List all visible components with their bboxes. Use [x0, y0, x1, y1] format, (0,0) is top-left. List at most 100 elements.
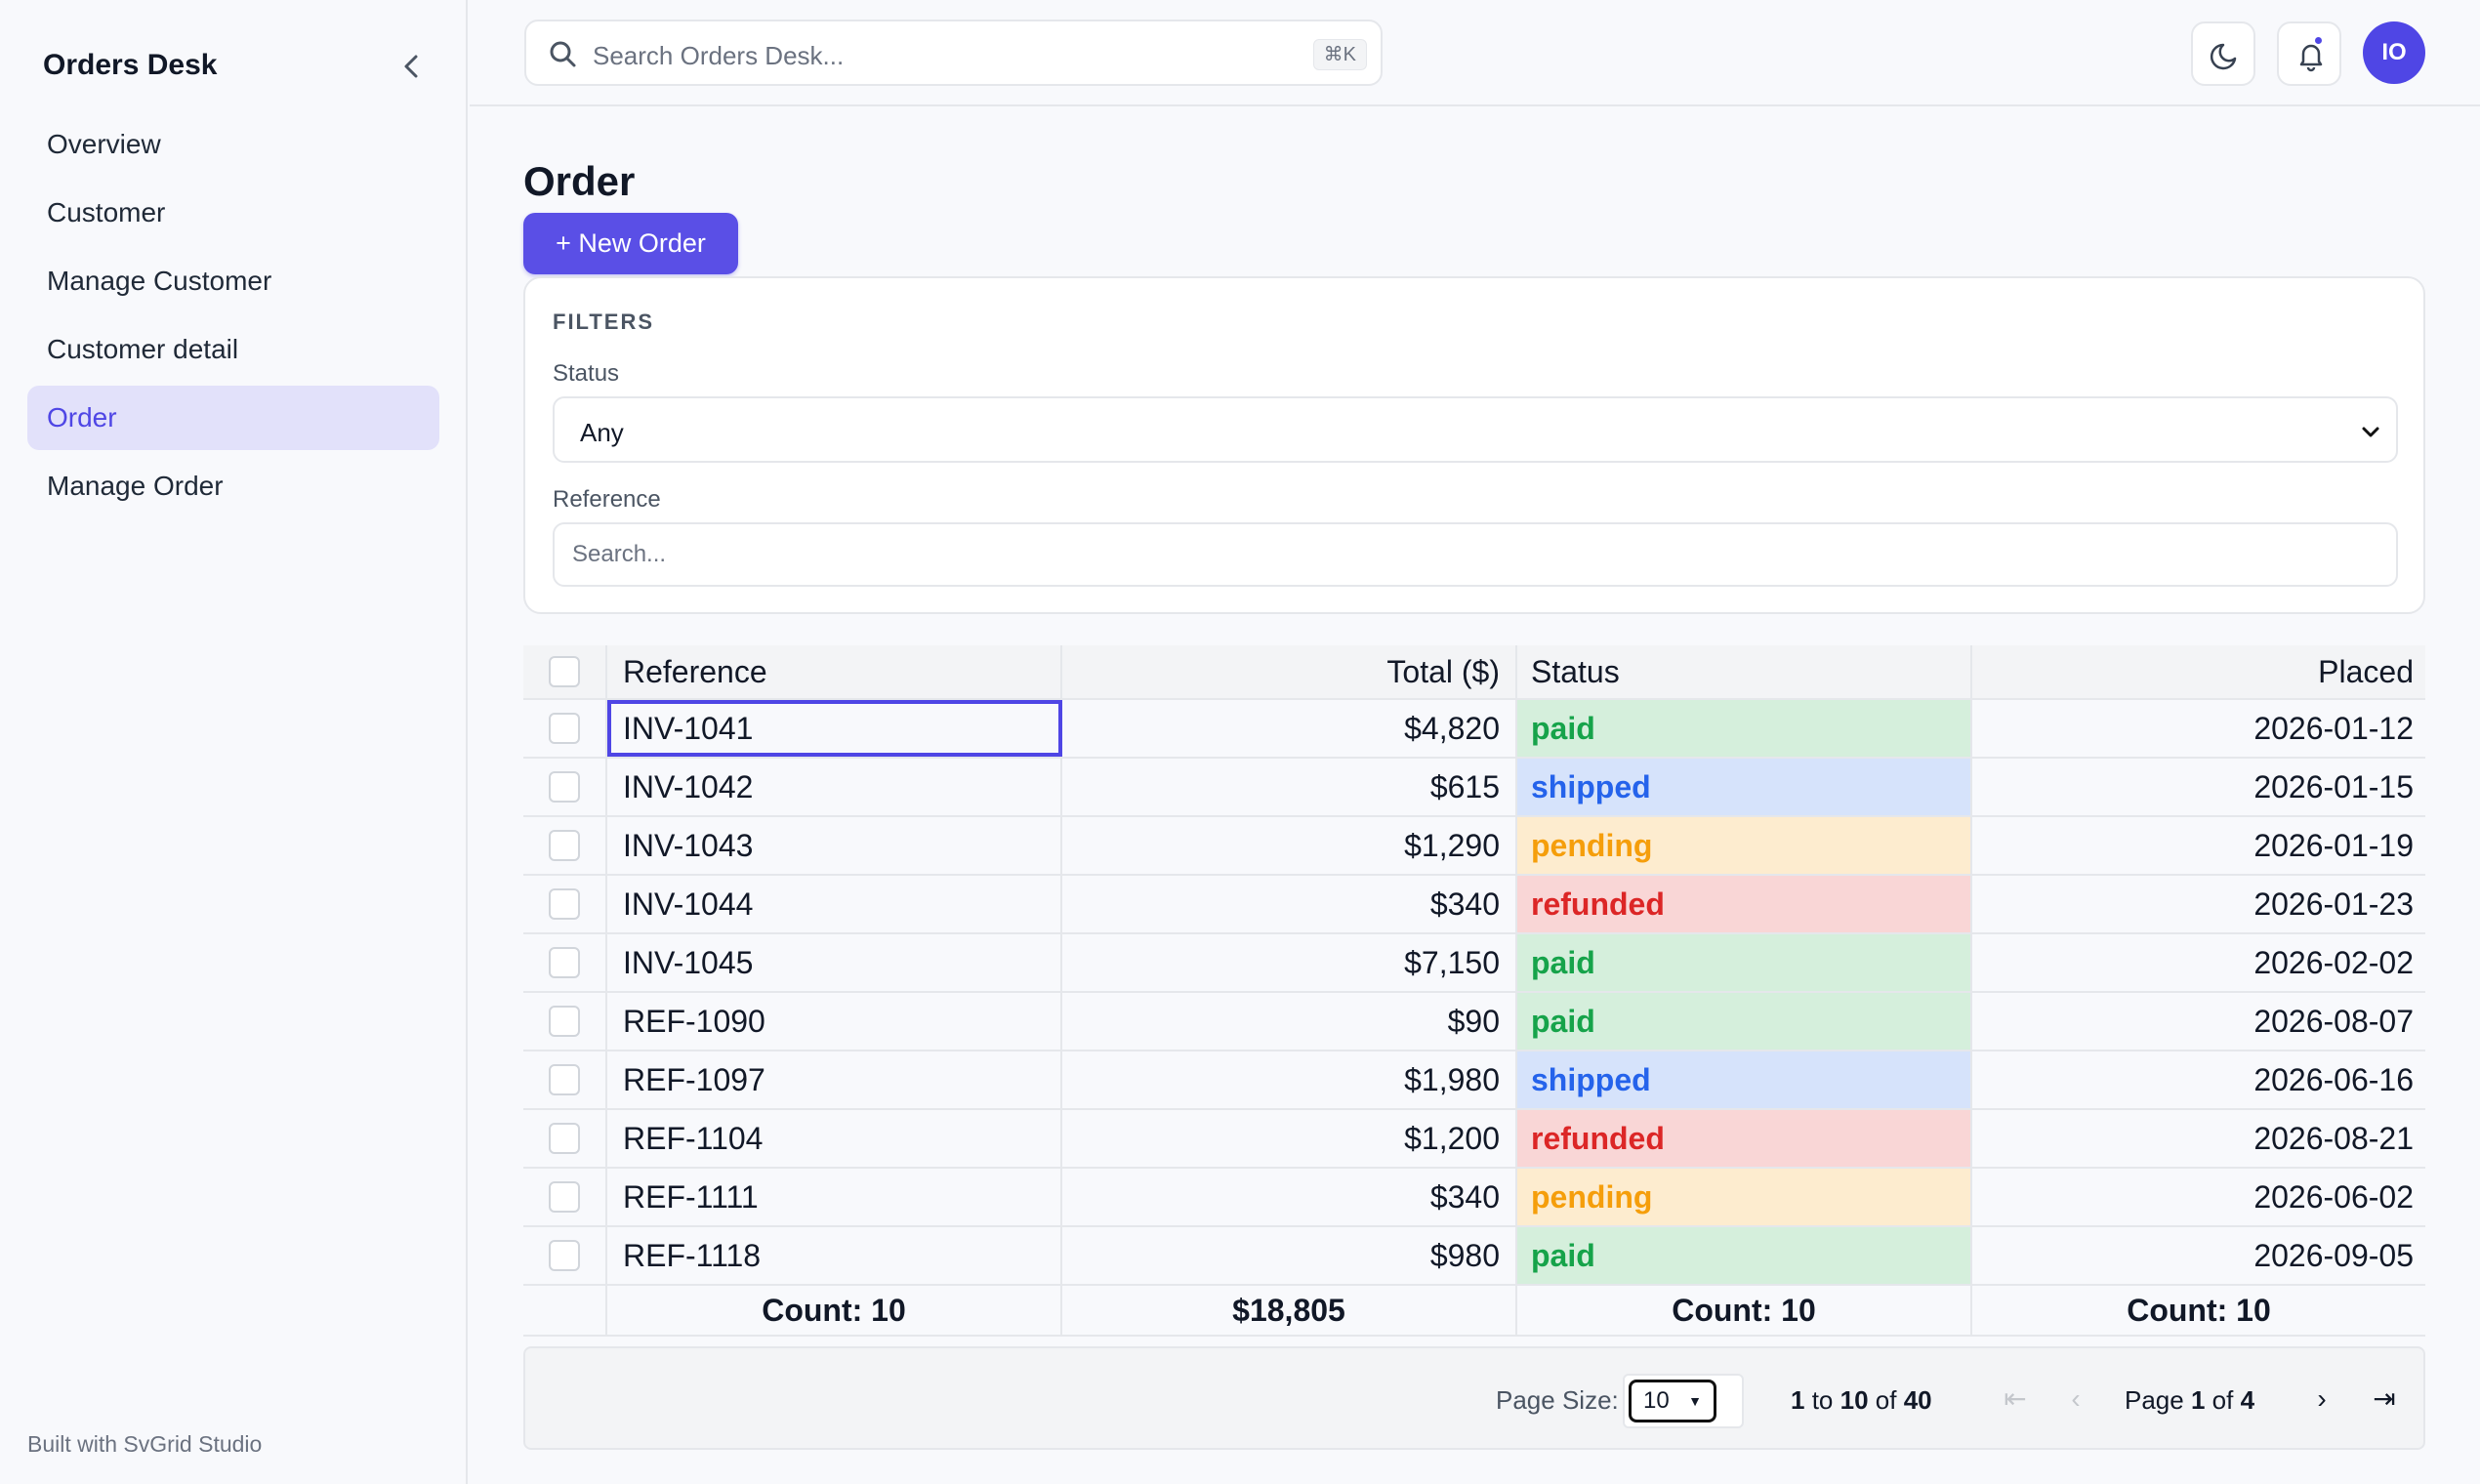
- row-checkbox-cell[interactable]: [523, 934, 607, 991]
- reference-cell[interactable]: INV-1042: [607, 759, 1062, 815]
- last-page-icon[interactable]: ⇥: [2373, 1383, 2396, 1414]
- status-cell[interactable]: pending: [1517, 817, 1972, 874]
- reference-filter-input[interactable]: [553, 522, 2398, 587]
- new-order-button[interactable]: + New Order: [523, 213, 738, 274]
- sidebar-item-order[interactable]: Order: [27, 386, 439, 450]
- placed-cell[interactable]: 2026-01-15: [2253, 768, 2414, 804]
- status-filter-select[interactable]: Any: [553, 396, 2398, 463]
- total-cell[interactable]: $4,820: [1062, 700, 1517, 757]
- reference-cell[interactable]: INV-1043: [607, 817, 1062, 874]
- total-cell[interactable]: $1,980: [1062, 1051, 1517, 1108]
- placed-cell[interactable]: 2026-06-02: [2253, 1178, 2414, 1215]
- status-cell[interactable]: paid: [1517, 934, 1972, 991]
- placed-cell[interactable]: 2026-08-07: [2253, 1003, 2414, 1039]
- sidebar-item-manage-order[interactable]: Manage Order: [47, 471, 224, 501]
- status-cell[interactable]: shipped: [1517, 1051, 1972, 1108]
- row-checkbox[interactable]: [549, 1064, 580, 1095]
- previous-page-icon[interactable]: ‹: [2071, 1383, 2081, 1414]
- row-checkbox[interactable]: [549, 713, 580, 744]
- row-checkbox[interactable]: [549, 1006, 580, 1037]
- sidebar-item-customer-detail[interactable]: Customer detail: [47, 334, 239, 364]
- sidebar-item-manage-customer[interactable]: Manage Customer: [47, 266, 272, 296]
- next-page-icon[interactable]: ›: [2317, 1383, 2327, 1414]
- status-cell[interactable]: paid: [1517, 1227, 1972, 1284]
- status-cell[interactable]: pending: [1517, 1169, 1972, 1225]
- row-checkbox-cell[interactable]: [523, 876, 607, 932]
- shortcut-badge: ⌘K: [1312, 39, 1367, 70]
- filters-panel: FILTERS Status Any Reference: [523, 276, 2425, 614]
- reference-cell[interactable]: REF-1118: [607, 1227, 1062, 1284]
- placed-cell[interactable]: 2026-09-05: [2253, 1237, 2414, 1273]
- row-checkbox-cell[interactable]: [523, 993, 607, 1050]
- page-size-select[interactable]: 10 ▼: [1629, 1380, 1716, 1422]
- reference-cell[interactable]: REF-1097: [607, 1051, 1062, 1108]
- row-checkbox[interactable]: [549, 947, 580, 978]
- total-cell[interactable]: $90: [1062, 993, 1517, 1050]
- theme-toggle-button[interactable]: [2191, 21, 2255, 86]
- row-checkbox[interactable]: [549, 771, 580, 803]
- row-checkbox[interactable]: [549, 1123, 580, 1154]
- first-page-icon[interactable]: ⇤: [2004, 1383, 2027, 1414]
- collapse-sidebar-button[interactable]: [396, 49, 428, 84]
- column-header-total[interactable]: Total ($): [1062, 645, 1517, 698]
- reference-cell[interactable]: REF-1111: [607, 1169, 1062, 1225]
- column-header-reference[interactable]: Reference: [607, 645, 1062, 698]
- row-checkbox[interactable]: [549, 1240, 580, 1271]
- total-cell[interactable]: $615: [1062, 759, 1517, 815]
- total-cell[interactable]: $1,290: [1062, 817, 1517, 874]
- column-header-status[interactable]: Status: [1517, 645, 1972, 698]
- avatar[interactable]: IO: [2363, 21, 2425, 84]
- row-checkbox[interactable]: [549, 1181, 580, 1213]
- table-row[interactable]: REF-1104 $1,200 refunded 2026-08-21: [523, 1110, 2425, 1169]
- table-row[interactable]: INV-1041 $4,820 paid 2026-01-12: [523, 700, 2425, 759]
- column-header-placed[interactable]: Placed: [2318, 653, 2414, 689]
- table-row[interactable]: REF-1118 $980 paid 2026-09-05: [523, 1227, 2425, 1286]
- select-all-checkbox[interactable]: [549, 656, 580, 687]
- sidebar-item-customer[interactable]: Customer: [47, 197, 166, 227]
- total-cell[interactable]: $340: [1062, 876, 1517, 932]
- reference-cell[interactable]: REF-1090: [607, 993, 1062, 1050]
- reference-cell[interactable]: INV-1041: [607, 700, 1062, 757]
- status-cell[interactable]: refunded: [1517, 876, 1972, 932]
- table-row[interactable]: INV-1043 $1,290 pending 2026-01-19: [523, 817, 2425, 876]
- header-checkbox-cell: [523, 645, 607, 698]
- status-cell[interactable]: refunded: [1517, 1110, 1972, 1167]
- placed-cell[interactable]: 2026-02-02: [2253, 944, 2414, 980]
- status-cell[interactable]: paid: [1517, 700, 1972, 757]
- sidebar: Orders Desk Overview Customer Manage Cus…: [0, 0, 468, 1484]
- reference-cell[interactable]: INV-1045: [607, 934, 1062, 991]
- table-row[interactable]: REF-1090 $90 paid 2026-08-07: [523, 993, 2425, 1051]
- table-row[interactable]: REF-1111 $340 pending 2026-06-02: [523, 1169, 2425, 1227]
- row-checkbox-cell[interactable]: [523, 700, 607, 757]
- table-row[interactable]: INV-1044 $340 refunded 2026-01-23: [523, 876, 2425, 934]
- table-row[interactable]: INV-1045 $7,150 paid 2026-02-02: [523, 934, 2425, 993]
- total-cell[interactable]: $980: [1062, 1227, 1517, 1284]
- table-row[interactable]: REF-1097 $1,980 shipped 2026-06-16: [523, 1051, 2425, 1110]
- sidebar-item-overview[interactable]: Overview: [47, 129, 161, 159]
- total-cell[interactable]: $1,200: [1062, 1110, 1517, 1167]
- placed-cell[interactable]: 2026-06-16: [2253, 1061, 2414, 1097]
- placed-cell[interactable]: 2026-01-23: [2253, 886, 2414, 922]
- row-checkbox[interactable]: [549, 888, 580, 920]
- footer-placed-count: Count: 10: [2127, 1292, 2271, 1328]
- notifications-button[interactable]: [2277, 21, 2341, 86]
- status-cell[interactable]: shipped: [1517, 759, 1972, 815]
- placed-cell[interactable]: 2026-08-21: [2253, 1120, 2414, 1156]
- status-cell[interactable]: paid: [1517, 993, 1972, 1050]
- total-cell[interactable]: $340: [1062, 1169, 1517, 1225]
- row-checkbox-cell[interactable]: [523, 1051, 607, 1108]
- row-checkbox-cell[interactable]: [523, 1227, 607, 1284]
- row-checkbox-cell[interactable]: [523, 1169, 607, 1225]
- row-checkbox-cell[interactable]: [523, 817, 607, 874]
- placed-cell[interactable]: 2026-01-12: [2253, 710, 2414, 746]
- global-search-input[interactable]: Search Orders Desk... ⌘K: [524, 20, 1383, 86]
- placed-cell[interactable]: 2026-01-19: [2253, 827, 2414, 863]
- row-checkbox-cell[interactable]: [523, 759, 607, 815]
- reference-cell[interactable]: REF-1104: [607, 1110, 1062, 1167]
- topbar: Search Orders Desk... ⌘K IO: [470, 0, 2480, 106]
- reference-cell[interactable]: INV-1044: [607, 876, 1062, 932]
- table-row[interactable]: INV-1042 $615 shipped 2026-01-15: [523, 759, 2425, 817]
- row-checkbox[interactable]: [549, 830, 580, 861]
- total-cell[interactable]: $7,150: [1062, 934, 1517, 991]
- row-checkbox-cell[interactable]: [523, 1110, 607, 1167]
